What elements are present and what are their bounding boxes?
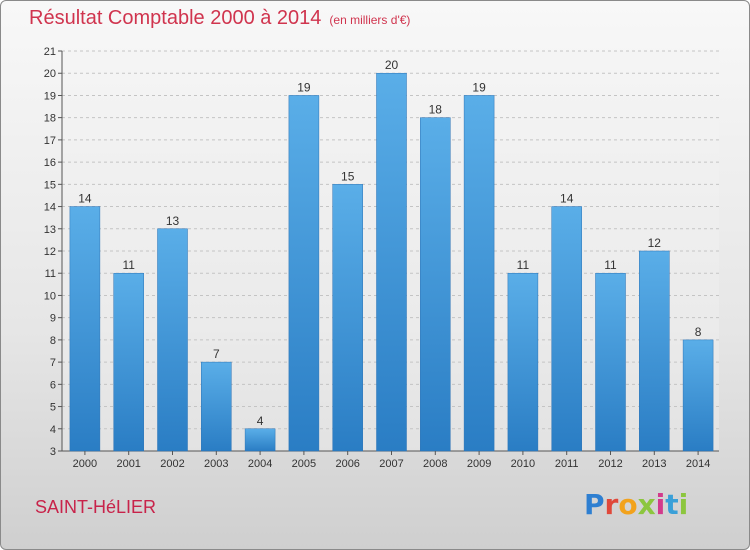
y-tick-label: 8 [50, 335, 56, 347]
y-tick-label: 15 [44, 179, 56, 191]
x-tick-label: 2010 [511, 458, 535, 470]
chart-title-text: Résultat Comptable 2000 à 2014 [29, 7, 322, 29]
y-tick-label: 6 [50, 379, 56, 391]
data-label: 15 [341, 169, 355, 183]
bar [69, 206, 101, 452]
y-tick-label: 5 [50, 402, 56, 414]
x-tick-label: 2001 [116, 458, 140, 470]
bar [420, 117, 451, 452]
data-label: 14 [78, 192, 92, 206]
y-tick-label: 20 [44, 68, 56, 80]
bar [639, 250, 670, 452]
bar [113, 272, 144, 452]
data-label: 11 [517, 258, 530, 272]
data-label: 20 [385, 58, 399, 72]
logo-letter: i [655, 488, 666, 521]
logo-letter: x [637, 488, 656, 521]
data-label: 13 [166, 214, 180, 228]
y-tick-label: 21 [44, 46, 56, 58]
x-tick-label: 2002 [160, 458, 184, 470]
data-label: 18 [429, 103, 443, 117]
bar [332, 184, 363, 452]
logo-letter: o [618, 488, 638, 521]
x-tick-label: 2000 [73, 458, 97, 470]
logo-letter: P [584, 488, 605, 521]
y-tick-label: 14 [44, 202, 56, 214]
chart-title: Résultat Comptable 2000 à 2014 (en millie… [29, 7, 410, 30]
bar [244, 428, 276, 452]
x-tick-label: 2013 [642, 458, 666, 470]
x-tick-label: 2004 [248, 458, 272, 470]
y-tick-label: 13 [44, 224, 56, 236]
y-tick-label: 12 [44, 246, 56, 258]
bar [463, 95, 495, 452]
bar [551, 206, 582, 452]
y-tick-label: 10 [44, 290, 56, 302]
bar [595, 272, 626, 452]
bar [376, 72, 407, 452]
data-label: 7 [213, 347, 220, 361]
y-tick-label: 17 [44, 135, 56, 147]
y-tick-label: 11 [45, 268, 56, 280]
logo-letter: i [678, 488, 689, 521]
y-tick-label: 3 [50, 446, 56, 458]
x-tick-label: 2005 [292, 458, 316, 470]
logo-letter: t [665, 488, 679, 521]
data-label: 19 [472, 80, 486, 94]
commune-name: SAINT-HéLIER [35, 497, 157, 517]
x-tick-label: 2009 [467, 458, 491, 470]
y-tick-label: 4 [50, 424, 56, 436]
x-tick-label: 2012 [598, 458, 622, 470]
y-tick-label: 7 [50, 357, 56, 369]
bar [201, 361, 232, 452]
bar [157, 228, 188, 452]
bar [682, 339, 714, 452]
data-label: 8 [695, 325, 702, 339]
x-tick-label: 2006 [335, 458, 359, 470]
y-tick-label: 16 [44, 157, 56, 169]
data-label: 12 [648, 236, 662, 250]
chart-unit-label: (en milliers d'€) [329, 13, 411, 27]
x-tick-label: 2007 [379, 458, 403, 470]
data-label: 11 [122, 258, 135, 272]
y-tick-label: 19 [44, 90, 56, 102]
x-tick-label: 2011 [555, 458, 579, 470]
proxiti-logo: Proxiti [584, 488, 688, 521]
bar [507, 272, 539, 452]
data-label: 19 [297, 80, 311, 94]
x-tick-label: 2008 [423, 458, 447, 470]
y-tick-label: 18 [44, 113, 56, 125]
data-label: 4 [257, 414, 264, 428]
x-tick-label: 2014 [686, 458, 710, 470]
y-tick-label: 9 [50, 313, 56, 325]
bar [288, 95, 320, 452]
logo-letter: r [604, 488, 619, 521]
x-tick-label: 2003 [204, 458, 228, 470]
data-label: 11 [604, 258, 617, 272]
data-label: 14 [560, 192, 574, 206]
